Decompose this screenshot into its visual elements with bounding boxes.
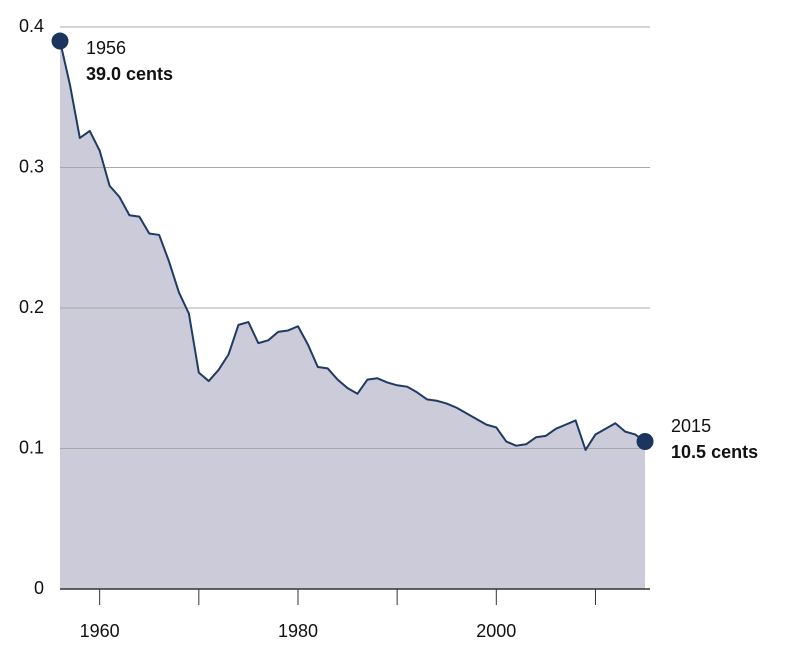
y-tick-label: 0.1: [19, 437, 44, 457]
area: [60, 41, 646, 590]
x-tick-label: 1960: [80, 621, 120, 641]
annotation-value: 10.5 cents: [671, 442, 758, 462]
x-tick-label: 2000: [476, 621, 516, 641]
annotation-value: 39.0 cents: [86, 64, 173, 84]
y-tick-label: 0.4: [19, 16, 44, 36]
y-tick-label: 0: [34, 578, 44, 598]
line: [59, 40, 646, 451]
annotation-year: 1956: [86, 38, 126, 58]
end-point: [636, 432, 654, 450]
y-tick-label: 0.3: [19, 156, 44, 176]
x-tick-label: 1980: [278, 621, 318, 641]
y-tick-label: 0.2: [19, 297, 44, 317]
end-point: [51, 32, 69, 50]
annotation-year: 2015: [671, 416, 711, 436]
